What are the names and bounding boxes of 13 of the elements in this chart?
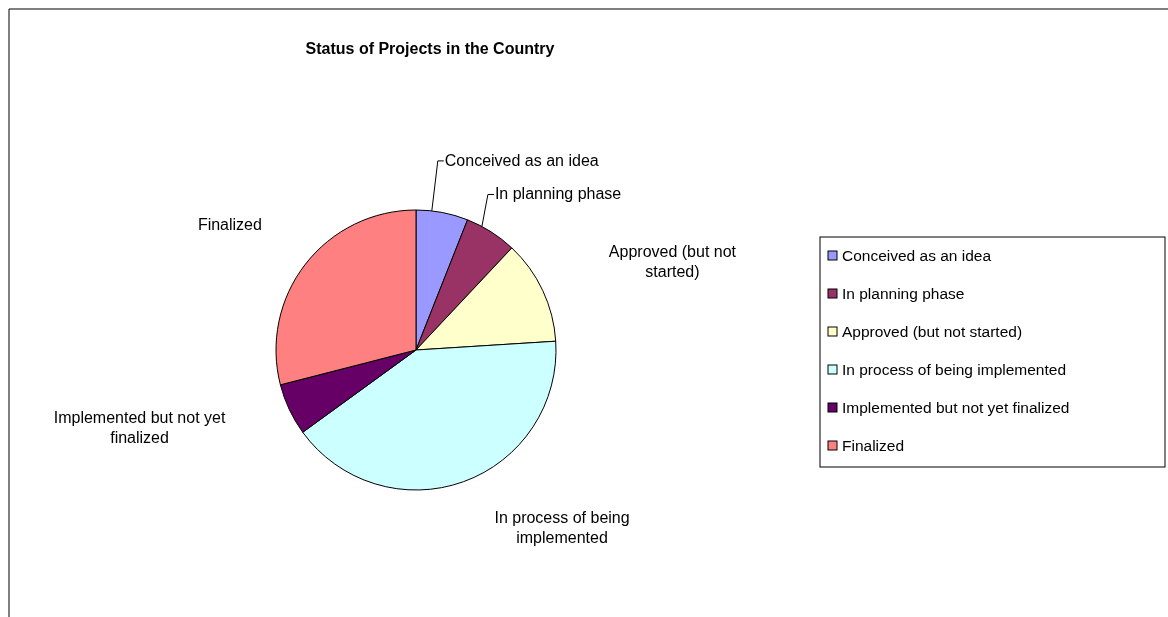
slice-label: Finalized (197, 216, 262, 234)
slice-label: In planning phase (494, 185, 622, 203)
chart-title: Status of Projects in the Country (305, 40, 555, 57)
category-label: Approved (but not started) (608, 242, 737, 280)
slice-label: Conceived as an idea (444, 151, 599, 169)
legend-label: Finalized (842, 437, 905, 454)
legend-label: Conceived as an idea (842, 247, 992, 264)
slice-label: In process of being implemented (494, 509, 630, 547)
legend-label: Approved (but not started) (842, 323, 1023, 340)
legend-label: In planning phase (842, 285, 965, 302)
legend-label: Implemented but not yet finalized (842, 399, 1070, 416)
legend-label: In process of being implemented (842, 361, 1067, 378)
category-label: Implemented but not yet finalized (53, 409, 226, 447)
